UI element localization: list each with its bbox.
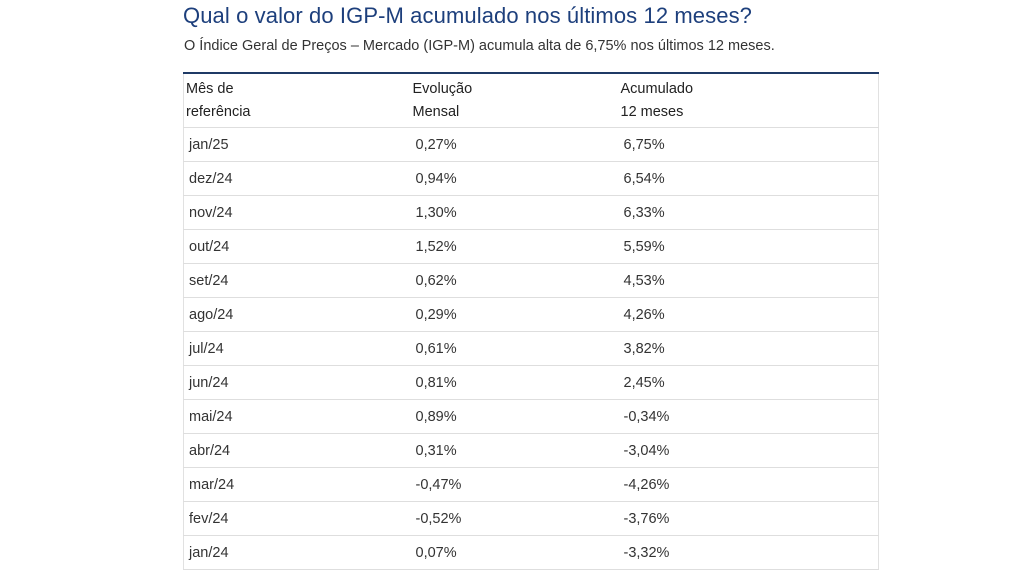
cell-mes-referencia: ago/24 [183, 297, 411, 332]
cell-mes-referencia: jul/24 [183, 331, 411, 366]
table-row: fev/24 -0,52% -3,76% [183, 501, 879, 536]
header-evolucao-line1: Evolução [412, 81, 473, 97]
cell-mes-referencia: jan/24 [183, 535, 411, 570]
table-header-row: Mês de referência Evolução Mensal Acumul… [183, 73, 879, 128]
cell-evolucao-mensal: 0,61% [410, 331, 619, 366]
cell-acumulado-12-meses: -3,76% [618, 501, 879, 536]
cell-acumulado-12-meses: 4,53% [618, 263, 879, 298]
cell-mes-referencia: mar/24 [183, 467, 411, 502]
igpm-table: Mês de referência Evolução Mensal Acumul… [183, 72, 879, 570]
cell-mes-referencia: out/24 [183, 229, 411, 264]
cell-acumulado-12-meses: 3,82% [618, 331, 879, 366]
page-subtitle: O Índice Geral de Preços – Mercado (IGP-… [184, 38, 775, 54]
cell-evolucao-mensal: 0,07% [410, 535, 619, 570]
cell-mes-referencia: abr/24 [183, 433, 411, 468]
cell-mes-referencia: nov/24 [183, 195, 411, 230]
header-mes-line2: referência [186, 104, 251, 120]
table-row: jan/24 0,07% -3,32% [183, 535, 879, 570]
cell-mes-referencia: jun/24 [183, 365, 411, 400]
cell-mes-referencia: mai/24 [183, 399, 411, 434]
header-acumulado-line2: 12 meses [620, 104, 684, 120]
table-row: jan/25 0,27% 6,75% [183, 127, 879, 162]
cell-evolucao-mensal: 0,31% [410, 433, 619, 468]
cell-evolucao-mensal: 0,81% [410, 365, 619, 400]
table-row: out/24 1,52% 5,59% [183, 229, 879, 264]
cell-acumulado-12-meses: -4,26% [618, 467, 879, 502]
cell-evolucao-mensal: -0,47% [410, 467, 619, 502]
header-evolucao-line2: Mensal [412, 104, 460, 120]
page-title: Qual o valor do IGP-M acumulado nos últi… [183, 3, 753, 28]
table-body: jan/25 0,27% 6,75% dez/24 0,94% 6,54% nov/24 1,… [183, 127, 879, 570]
table-row: dez/24 0,94% 6,54% [183, 161, 879, 196]
cell-acumulado-12-meses: -3,04% [618, 433, 879, 468]
cell-evolucao-mensal: 1,52% [410, 229, 619, 264]
table-row: jul/24 0,61% 3,82% [183, 331, 879, 366]
cell-acumulado-12-meses: -3,32% [618, 535, 879, 570]
cell-evolucao-mensal: -0,52% [410, 501, 619, 536]
table-row: ago/24 0,29% 4,26% [183, 297, 879, 332]
cell-acumulado-12-meses: 5,59% [618, 229, 879, 264]
table-row: mai/24 0,89% -0,34% [183, 399, 879, 434]
table-row: mar/24 -0,47% -4,26% [183, 467, 879, 502]
cell-evolucao-mensal: 0,27% [410, 127, 619, 162]
cell-evolucao-mensal: 0,62% [410, 263, 619, 298]
table-row: nov/24 1,30% 6,33% [183, 195, 879, 230]
cell-acumulado-12-meses: 2,45% [618, 365, 879, 400]
cell-acumulado-12-meses: 4,26% [618, 297, 879, 332]
header-mes-referencia: Mês de referência [183, 73, 411, 128]
table-row: jun/24 0,81% 2,45% [183, 365, 879, 400]
cell-mes-referencia: set/24 [183, 263, 411, 298]
cell-evolucao-mensal: 0,94% [410, 161, 619, 196]
cell-mes-referencia: dez/24 [183, 161, 411, 196]
header-evolucao-mensal: Evolução Mensal [410, 73, 619, 128]
cell-mes-referencia: jan/25 [183, 127, 411, 162]
cell-acumulado-12-meses: -0,34% [618, 399, 879, 434]
table-row: set/24 0,62% 4,53% [183, 263, 879, 298]
header-acumulado-line1: Acumulado [620, 81, 694, 97]
cell-acumulado-12-meses: 6,33% [618, 195, 879, 230]
cell-evolucao-mensal: 0,89% [410, 399, 619, 434]
header-acumulado-12-meses: Acumulado 12 meses [618, 73, 879, 128]
cell-evolucao-mensal: 0,29% [410, 297, 619, 332]
header-mes-line1: Mês de [186, 81, 234, 97]
cell-evolucao-mensal: 1,30% [410, 195, 619, 230]
cell-mes-referencia: fev/24 [183, 501, 411, 536]
table-row: abr/24 0,31% -3,04% [183, 433, 879, 468]
cell-acumulado-12-meses: 6,75% [618, 127, 879, 162]
cell-acumulado-12-meses: 6,54% [618, 161, 879, 196]
